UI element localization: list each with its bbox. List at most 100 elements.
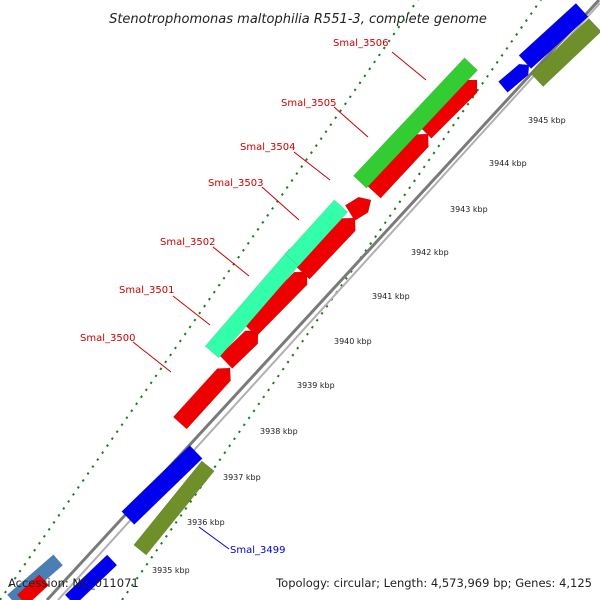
tick-dot bbox=[246, 241, 250, 245]
tick-dot bbox=[252, 409, 256, 413]
tick-dot bbox=[194, 493, 198, 497]
tick-dot bbox=[101, 451, 105, 455]
tick-dot bbox=[257, 402, 261, 406]
tick-dot bbox=[442, 137, 446, 141]
gene-label-leader bbox=[391, 51, 427, 81]
tick-dot bbox=[144, 388, 148, 392]
tick-dot bbox=[432, 151, 436, 155]
gene-label: Smal_3503 bbox=[208, 178, 263, 189]
tick-dot bbox=[471, 95, 475, 99]
tick-dot bbox=[38, 541, 41, 545]
tick-dot bbox=[178, 339, 182, 343]
kbp-tick-label: 3940 kbp bbox=[334, 337, 372, 346]
tick-dot bbox=[13, 576, 17, 580]
tick-dot bbox=[164, 534, 168, 538]
tick-dot bbox=[126, 590, 129, 594]
tick-dot bbox=[125, 416, 129, 420]
cds-feature-3502 bbox=[284, 199, 349, 267]
tick-dot bbox=[169, 527, 173, 531]
tick-dot bbox=[96, 458, 100, 462]
tick-dot bbox=[140, 395, 143, 399]
tick-dot bbox=[364, 249, 368, 253]
feature-fragment bbox=[6, 554, 64, 600]
kbp-tick-label: 3939 kbp bbox=[297, 381, 335, 390]
tick-dot bbox=[408, 186, 412, 190]
tick-dot bbox=[67, 499, 71, 503]
tick-dot bbox=[295, 172, 299, 176]
tick-dot bbox=[184, 507, 188, 510]
gene-label-leader bbox=[261, 186, 300, 221]
tick-dot bbox=[461, 109, 465, 113]
tick-dot bbox=[402, 18, 406, 22]
cds-feature-3501 bbox=[204, 248, 304, 359]
tick-dot bbox=[422, 165, 426, 169]
tick-dot bbox=[427, 158, 431, 162]
tick-dot bbox=[106, 444, 109, 448]
tick-dot bbox=[411, 4, 415, 8]
tick-dot bbox=[222, 276, 226, 280]
tick-dot bbox=[534, 5, 538, 9]
tick-dot bbox=[377, 53, 381, 57]
tick-dot bbox=[42, 534, 46, 538]
tick-dot bbox=[193, 318, 197, 322]
tick-dot bbox=[149, 381, 153, 385]
gene-label: Smal_3501 bbox=[119, 285, 174, 296]
gene-label-leader bbox=[212, 246, 250, 277]
tick-dot bbox=[515, 33, 519, 36]
kbp-tick-label: 3943 kbp bbox=[450, 205, 488, 214]
tick-dot bbox=[344, 276, 348, 280]
tick-dot bbox=[159, 367, 163, 371]
tick-dot bbox=[135, 402, 139, 406]
topology-summary: Topology: circular; Length: 4,573,969 bp… bbox=[276, 576, 592, 590]
kbp-tick-label: 3938 kbp bbox=[260, 427, 298, 436]
kbp-tick-label: 3936 kbp bbox=[187, 518, 225, 527]
tick-dot bbox=[188, 325, 192, 329]
gene-label: Smal_3505 bbox=[281, 98, 336, 109]
tick-dot bbox=[256, 227, 260, 231]
orf-feature-3504 bbox=[344, 196, 372, 222]
tick-dot bbox=[358, 81, 362, 85]
tick-dot bbox=[242, 423, 246, 427]
tick-dot bbox=[174, 520, 178, 524]
tick-dot bbox=[305, 158, 309, 162]
tick-track bbox=[0, 0, 542, 600]
tick-dot bbox=[52, 520, 56, 524]
tick-dot bbox=[481, 81, 485, 85]
tick-dot bbox=[500, 53, 504, 57]
tick-dot bbox=[329, 123, 333, 127]
gene-label: Smal_3506 bbox=[333, 38, 388, 49]
feature-tracks bbox=[6, 2, 600, 600]
tick-dot bbox=[212, 290, 216, 294]
tick-dot bbox=[291, 353, 295, 357]
tick-dot bbox=[286, 360, 290, 364]
tick-dot bbox=[495, 60, 499, 64]
tick-dot bbox=[110, 437, 114, 441]
tick-dot bbox=[388, 214, 392, 218]
tick-dot bbox=[169, 353, 173, 357]
tick-dot bbox=[306, 332, 309, 336]
orf-feature-upper-small bbox=[498, 63, 530, 93]
tick-dot bbox=[62, 506, 66, 510]
kbp-tick-label: 3945 kbp bbox=[528, 116, 566, 125]
tick-dot bbox=[437, 144, 441, 148]
kbp-tick-label: 3937 kbp bbox=[223, 473, 261, 482]
tick-dot bbox=[247, 416, 251, 420]
tick-dot bbox=[301, 339, 305, 343]
tick-dot bbox=[271, 381, 275, 385]
tick-dot bbox=[72, 492, 75, 496]
kbp-ticks: 3935 kbp 3936 kbp 3937 kbp 3938 kbp 3939 kbp… bbox=[152, 116, 566, 575]
tick-dot bbox=[510, 39, 514, 43]
tick-dot bbox=[164, 360, 168, 364]
tick-dot bbox=[368, 67, 372, 71]
tick-dot bbox=[237, 255, 241, 259]
tick-dot bbox=[154, 374, 158, 378]
kbp-tick-label: 3942 kbp bbox=[411, 248, 449, 257]
tick-dot bbox=[86, 472, 90, 475]
orf-feature-3499 bbox=[121, 445, 203, 525]
tick-dot bbox=[378, 228, 382, 232]
tick-dot bbox=[451, 123, 455, 127]
tick-dot bbox=[407, 11, 410, 15]
gene-label: Smal_3502 bbox=[160, 237, 215, 248]
cds-feature-3499 bbox=[133, 460, 215, 556]
